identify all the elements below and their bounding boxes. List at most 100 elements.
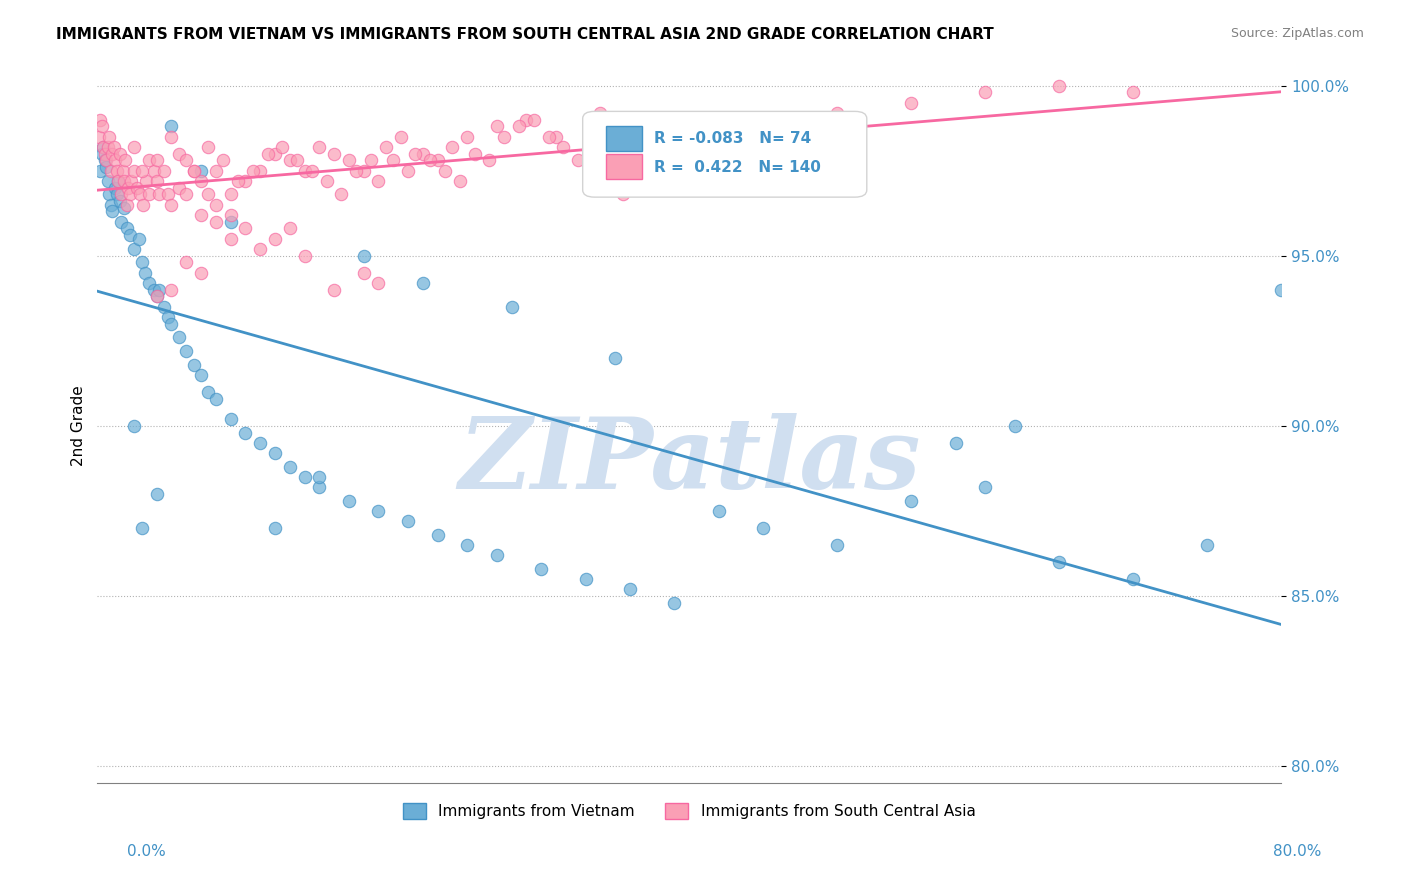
Point <box>142 163 165 178</box>
Point <box>730 129 752 144</box>
Point <box>190 174 212 188</box>
Point <box>118 228 141 243</box>
Point <box>301 163 323 178</box>
Point <box>396 514 419 528</box>
Point <box>766 120 789 134</box>
Point <box>626 163 648 178</box>
Point <box>112 174 135 188</box>
Point <box>160 120 183 134</box>
Point <box>145 289 167 303</box>
Point <box>271 140 294 154</box>
Point <box>256 146 278 161</box>
Point <box>264 232 287 246</box>
Point <box>752 521 775 535</box>
Point <box>323 146 346 161</box>
Point <box>131 521 153 535</box>
Point <box>104 153 127 168</box>
Point <box>108 194 131 209</box>
Point <box>100 197 122 211</box>
Point <box>112 201 135 215</box>
Point <box>190 368 212 382</box>
Point <box>111 163 134 178</box>
Point <box>900 95 922 110</box>
Point <box>974 480 997 494</box>
Point <box>114 153 136 168</box>
Point <box>138 153 160 168</box>
Point <box>219 412 242 426</box>
Point <box>101 146 124 161</box>
Point <box>1197 538 1219 552</box>
Point <box>117 180 139 194</box>
Point <box>1004 418 1026 433</box>
Point <box>426 527 449 541</box>
Point <box>344 163 367 178</box>
Point <box>128 232 150 246</box>
Point <box>138 276 160 290</box>
Point <box>138 187 160 202</box>
Point <box>337 493 360 508</box>
Point <box>456 129 478 144</box>
Text: R =  0.422   N= 140: R = 0.422 N= 140 <box>654 160 821 175</box>
FancyBboxPatch shape <box>606 126 643 151</box>
Point <box>249 242 271 256</box>
Point <box>124 140 146 154</box>
Point <box>515 112 537 127</box>
Point <box>219 208 242 222</box>
Point <box>464 146 486 161</box>
Point <box>190 163 212 178</box>
Point <box>108 146 131 161</box>
Point <box>456 538 478 552</box>
Point <box>89 163 111 178</box>
Point <box>226 174 249 188</box>
Point <box>412 146 434 161</box>
Point <box>249 163 271 178</box>
Point <box>582 163 605 178</box>
Point <box>330 187 353 202</box>
Text: 80.0%: 80.0% <box>1274 845 1322 859</box>
Point <box>124 418 146 433</box>
Point <box>501 300 523 314</box>
Point <box>167 330 190 344</box>
Point <box>1270 283 1292 297</box>
Point <box>104 180 127 194</box>
Point <box>723 112 745 127</box>
Point <box>264 446 287 460</box>
Point <box>242 163 264 178</box>
Point <box>183 163 205 178</box>
Point <box>110 214 132 228</box>
Point <box>127 180 149 194</box>
Point <box>219 187 242 202</box>
Text: IMMIGRANTS FROM VIETNAM VS IMMIGRANTS FROM SOUTH CENTRAL ASIA 2ND GRADE CORRELAT: IMMIGRANTS FROM VIETNAM VS IMMIGRANTS FR… <box>56 27 994 42</box>
Text: 0.0%: 0.0% <box>127 845 166 859</box>
Point <box>87 129 110 144</box>
Point <box>825 105 848 120</box>
Point <box>160 129 183 144</box>
Point <box>174 343 197 358</box>
Point <box>308 480 330 494</box>
Point <box>449 174 471 188</box>
Point <box>685 120 707 134</box>
Point <box>94 153 117 168</box>
Point <box>190 266 212 280</box>
Point <box>1122 572 1144 586</box>
Point <box>426 153 449 168</box>
Point <box>153 163 176 178</box>
Point <box>367 504 389 518</box>
Point <box>634 120 657 134</box>
Point <box>197 140 219 154</box>
Point <box>197 187 219 202</box>
Point <box>900 493 922 508</box>
Point <box>264 146 287 161</box>
Point <box>101 204 124 219</box>
Point <box>478 153 501 168</box>
Point <box>575 572 598 586</box>
Point <box>412 276 434 290</box>
Text: R = -0.083   N= 74: R = -0.083 N= 74 <box>654 131 811 146</box>
Point <box>107 174 129 188</box>
Point <box>389 129 412 144</box>
Point <box>605 351 627 365</box>
Point <box>374 140 396 154</box>
Point <box>91 140 114 154</box>
Point <box>134 266 156 280</box>
Point <box>204 392 226 406</box>
